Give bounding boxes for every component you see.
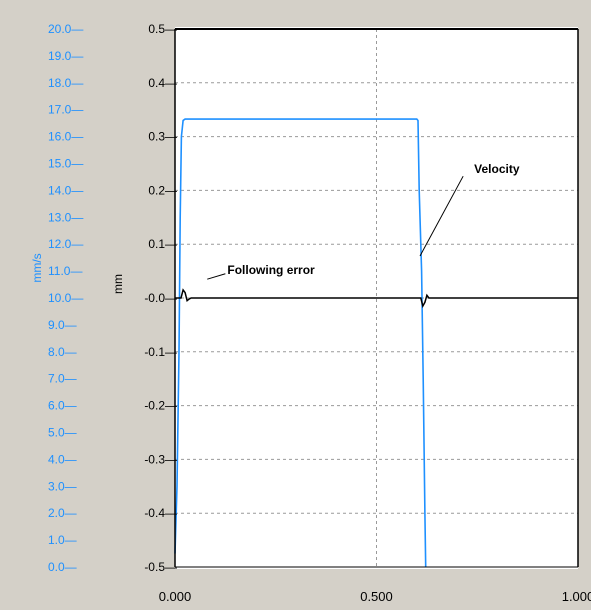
error-tick-label: 0.3— <box>148 130 177 144</box>
error-axis-label: mm <box>111 274 125 294</box>
velocity-tick-label: 4.0— <box>48 452 77 466</box>
velocity-tick-label: 12.0— <box>48 237 83 251</box>
error-tick-label: -0.4— <box>144 506 177 520</box>
velocity-tick-label: 9.0— <box>48 318 77 332</box>
following-error-leader-line <box>207 273 226 280</box>
error-axis-ticks: 0.5— 0.4— 0.3— 0.2— 0.1— -0.0— -0.1— -0.2— -0.3—… <box>144 22 177 574</box>
error-tick-label: -0.5— <box>144 560 177 574</box>
velocity-tick-label: 15.0— <box>48 157 83 171</box>
x-axis-ticks: 0.000 0.500 1.000 <box>159 589 591 604</box>
velocity-tick-label: 16.0— <box>48 130 83 144</box>
velocity-tick-label: 3.0— <box>48 479 77 493</box>
velocity-axis-ticks: 20.0— 19.0— 18.0— 17.0— 16.0— 15.0— 14.0— 13.0—… <box>48 22 83 574</box>
annotations: Velocity Following error <box>207 162 520 280</box>
error-tick-label: 0.4— <box>148 76 177 90</box>
error-tick-label: -0.1— <box>144 345 177 359</box>
error-tick-label: 0.5— <box>148 22 177 36</box>
error-tick-label: 0.2— <box>148 183 177 197</box>
error-tick-label: -0.3— <box>144 452 177 466</box>
velocity-annotation: Velocity <box>474 162 520 176</box>
velocity-tick-label: 10.0— <box>48 291 83 305</box>
velocity-tick-label: 18.0— <box>48 76 83 90</box>
velocity-tick-label: 19.0— <box>48 49 83 63</box>
velocity-tick-label: 0.0— <box>48 560 77 574</box>
velocity-tick-label: 20.0— <box>48 22 83 36</box>
velocity-tick-label: 17.0— <box>48 103 83 117</box>
velocity-leader-line <box>419 175 464 257</box>
x-tick-label: 0.000 <box>159 589 192 604</box>
velocity-series-line <box>174 118 427 568</box>
velocity-tick-label: 8.0— <box>48 345 77 359</box>
following-error-series-line <box>175 288 578 309</box>
velocity-tick-label: 6.0— <box>48 399 77 413</box>
error-tick-label: 0.1— <box>148 237 177 251</box>
velocity-tick-label: 1.0— <box>48 533 77 547</box>
plot-frame <box>174 28 579 568</box>
series-group <box>174 118 578 568</box>
velocity-tick-label: 14.0— <box>48 183 83 197</box>
error-tick-label: -0.0— <box>144 291 177 305</box>
velocity-tick-label: 11.0— <box>48 264 82 278</box>
velocity-tick-label: 13.0— <box>48 210 83 224</box>
x-tick-label: 1.000 <box>562 589 591 604</box>
x-tick-label: 0.500 <box>360 589 393 604</box>
following-error-annotation: Following error <box>227 263 315 277</box>
error-tick-label: -0.2— <box>144 399 177 413</box>
velocity-tick-label: 2.0— <box>48 506 77 520</box>
velocity-tick-label: 5.0— <box>48 426 77 440</box>
velocity-tick-label: 7.0— <box>48 372 77 386</box>
velocity-axis-label: mm/s <box>30 253 44 282</box>
